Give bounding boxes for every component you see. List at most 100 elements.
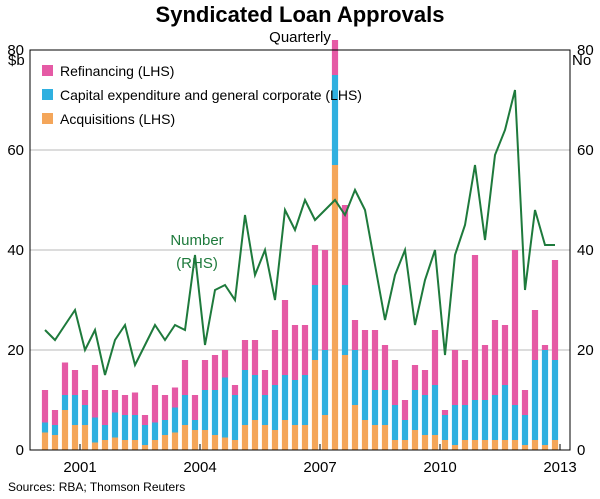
- bar-refinancing: [251, 340, 259, 375]
- bar-acquisitions: [101, 440, 109, 450]
- bar-refinancing: [61, 362, 69, 395]
- bar-refinancing: [71, 370, 79, 395]
- bar-refinancing: [441, 410, 449, 415]
- legend-label-capex: Capital expenditure and general corporat…: [60, 87, 362, 103]
- bar-acquisitions: [451, 445, 459, 450]
- bar-acquisitions: [501, 440, 509, 450]
- bar-acquisitions: [61, 410, 69, 450]
- bar-acquisitions: [141, 445, 149, 450]
- bar-refinancing: [531, 310, 539, 360]
- bar-acquisitions: [541, 445, 549, 450]
- y-tick-label-left: 20: [7, 342, 24, 359]
- x-tick-label: 2007: [303, 459, 336, 476]
- bar-refinancing: [91, 365, 99, 418]
- bar-capex: [341, 285, 349, 355]
- legend-swatch-capex: [42, 89, 53, 100]
- bar-refinancing: [481, 345, 489, 400]
- bar-capex: [311, 285, 319, 360]
- bar-refinancing: [341, 205, 349, 285]
- bar-acquisitions: [231, 440, 239, 450]
- axis-ticks: 0 0 20 20 40 40 60 60 80 80 2001 2004 2007 2010 2013: [7, 42, 593, 476]
- bar-refinancing: [431, 330, 439, 385]
- bar-refinancing: [461, 360, 469, 405]
- bar-capex: [371, 390, 379, 425]
- bar-capex: [501, 385, 509, 440]
- bar-acquisitions: [181, 425, 189, 450]
- grid-lines: [30, 149, 570, 351]
- bar-capex: [81, 405, 89, 425]
- bar-capex: [381, 390, 389, 425]
- bar-acquisitions: [431, 435, 439, 450]
- bar-acquisitions: [281, 420, 289, 450]
- bar-capex: [161, 420, 169, 435]
- bar-acquisitions: [371, 425, 379, 450]
- bar-capex: [401, 420, 409, 440]
- bar-acquisitions: [41, 432, 49, 450]
- bar-capex: [451, 405, 459, 445]
- bar-capex: [121, 415, 129, 440]
- bar-capex: [541, 350, 549, 445]
- bar-refinancing: [301, 325, 309, 375]
- bar-refinancing: [191, 395, 199, 420]
- y-tick-label-right: 0: [577, 442, 585, 459]
- legend-label-acquisitions: Acquisitions (LHS): [60, 111, 175, 127]
- bar-acquisitions: [291, 425, 299, 450]
- bar-capex: [141, 425, 149, 445]
- legend-swatch-refinancing: [42, 65, 53, 76]
- legend: Refinancing (LHS) Capital expenditure an…: [42, 63, 362, 127]
- bar-capex: [471, 400, 479, 440]
- bar-refinancing: [471, 255, 479, 400]
- bar-refinancing: [371, 330, 379, 390]
- bar-refinancing: [351, 320, 359, 350]
- bar-refinancing: [261, 370, 269, 395]
- bar-refinancing: [221, 350, 229, 378]
- bar-acquisitions: [111, 437, 119, 450]
- bar-capex: [61, 395, 69, 410]
- bar-capex: [181, 395, 189, 425]
- bar-acquisitions: [261, 425, 269, 450]
- bar-acquisitions: [311, 360, 319, 450]
- bar-acquisitions: [361, 420, 369, 450]
- bar-capex: [291, 380, 299, 425]
- y-tick-label-left: 80: [7, 42, 24, 59]
- bar-refinancing: [121, 395, 129, 415]
- bar-capex: [481, 400, 489, 440]
- bar-capex: [301, 375, 309, 425]
- bar-acquisitions: [131, 440, 139, 450]
- bar-capex: [461, 405, 469, 440]
- bar-capex: [271, 385, 279, 430]
- bar-refinancing: [551, 260, 559, 360]
- bar-acquisitions: [51, 435, 59, 450]
- bar-capex: [431, 385, 439, 435]
- y-tick-label-left: 40: [7, 242, 24, 259]
- bar-acquisitions: [401, 440, 409, 450]
- bar-refinancing: [151, 385, 159, 423]
- bar-capex: [331, 75, 339, 165]
- bar-refinancing: [331, 40, 339, 75]
- bar-acquisitions: [551, 440, 559, 450]
- x-tick-label: 2004: [183, 459, 216, 476]
- bar-capex: [221, 377, 229, 438]
- y-tick-label-left: 60: [7, 142, 24, 159]
- bar-refinancing: [361, 330, 369, 370]
- bar-refinancing: [271, 330, 279, 385]
- bar-acquisitions: [221, 437, 229, 450]
- bar-refinancing: [131, 392, 139, 415]
- plot-frame: [29, 49, 571, 451]
- bar-capex: [51, 425, 59, 435]
- bar-refinancing: [511, 250, 519, 405]
- y-tick-label-right: 60: [577, 142, 594, 159]
- bar-capex: [231, 395, 239, 440]
- bar-capex: [281, 375, 289, 420]
- y-tick-label-left: 0: [16, 442, 24, 459]
- bar-capex: [151, 422, 159, 440]
- bar-capex: [101, 425, 109, 440]
- bar-capex: [91, 417, 99, 443]
- line-label-number: Number: [170, 232, 223, 249]
- bar-refinancing: [401, 400, 409, 420]
- bar-acquisitions: [511, 440, 519, 450]
- bar-refinancing: [391, 360, 399, 405]
- bar-refinancing: [501, 325, 509, 385]
- bar-capex: [351, 350, 359, 405]
